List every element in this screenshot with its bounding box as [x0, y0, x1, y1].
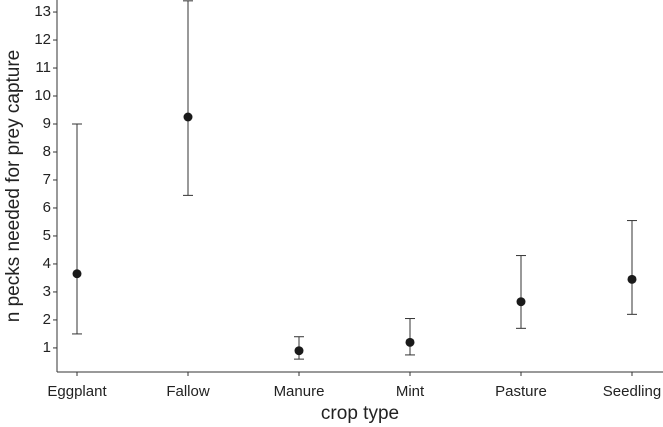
y-tick-label: 10 [34, 87, 51, 104]
x-axis-title: crop type [321, 403, 399, 424]
y-tick-label: 9 [43, 115, 51, 132]
y-tick-label: 4 [43, 255, 51, 272]
y-tick-label: 11 [35, 59, 51, 76]
y-tick-label: 13 [34, 3, 51, 20]
point [294, 346, 304, 356]
y-tick-label: 7 [43, 171, 51, 188]
x-tick-label: Seedling [603, 383, 661, 400]
point [627, 274, 637, 284]
y-tick-label: 3 [43, 283, 51, 300]
x-tick-label: Manure [274, 383, 325, 400]
y-tick-label: 5 [43, 227, 51, 244]
y-tick-label: 6 [43, 199, 51, 216]
point [183, 112, 193, 122]
y-tick-label: 2 [43, 311, 51, 328]
y-axis-title: n pecks needed for prey capture [3, 50, 24, 323]
x-tick-label: Fallow [166, 383, 210, 400]
x-tick-label: Mint [396, 383, 425, 400]
y-tick-label: 8 [43, 143, 51, 160]
point [516, 297, 526, 307]
y-tick-label: 1 [43, 339, 51, 356]
x-tick-label: Pasture [495, 383, 547, 400]
point [405, 337, 415, 347]
y-tick-label: 12 [34, 31, 51, 48]
x-tick-label: Eggplant [47, 383, 107, 400]
point [72, 269, 82, 279]
